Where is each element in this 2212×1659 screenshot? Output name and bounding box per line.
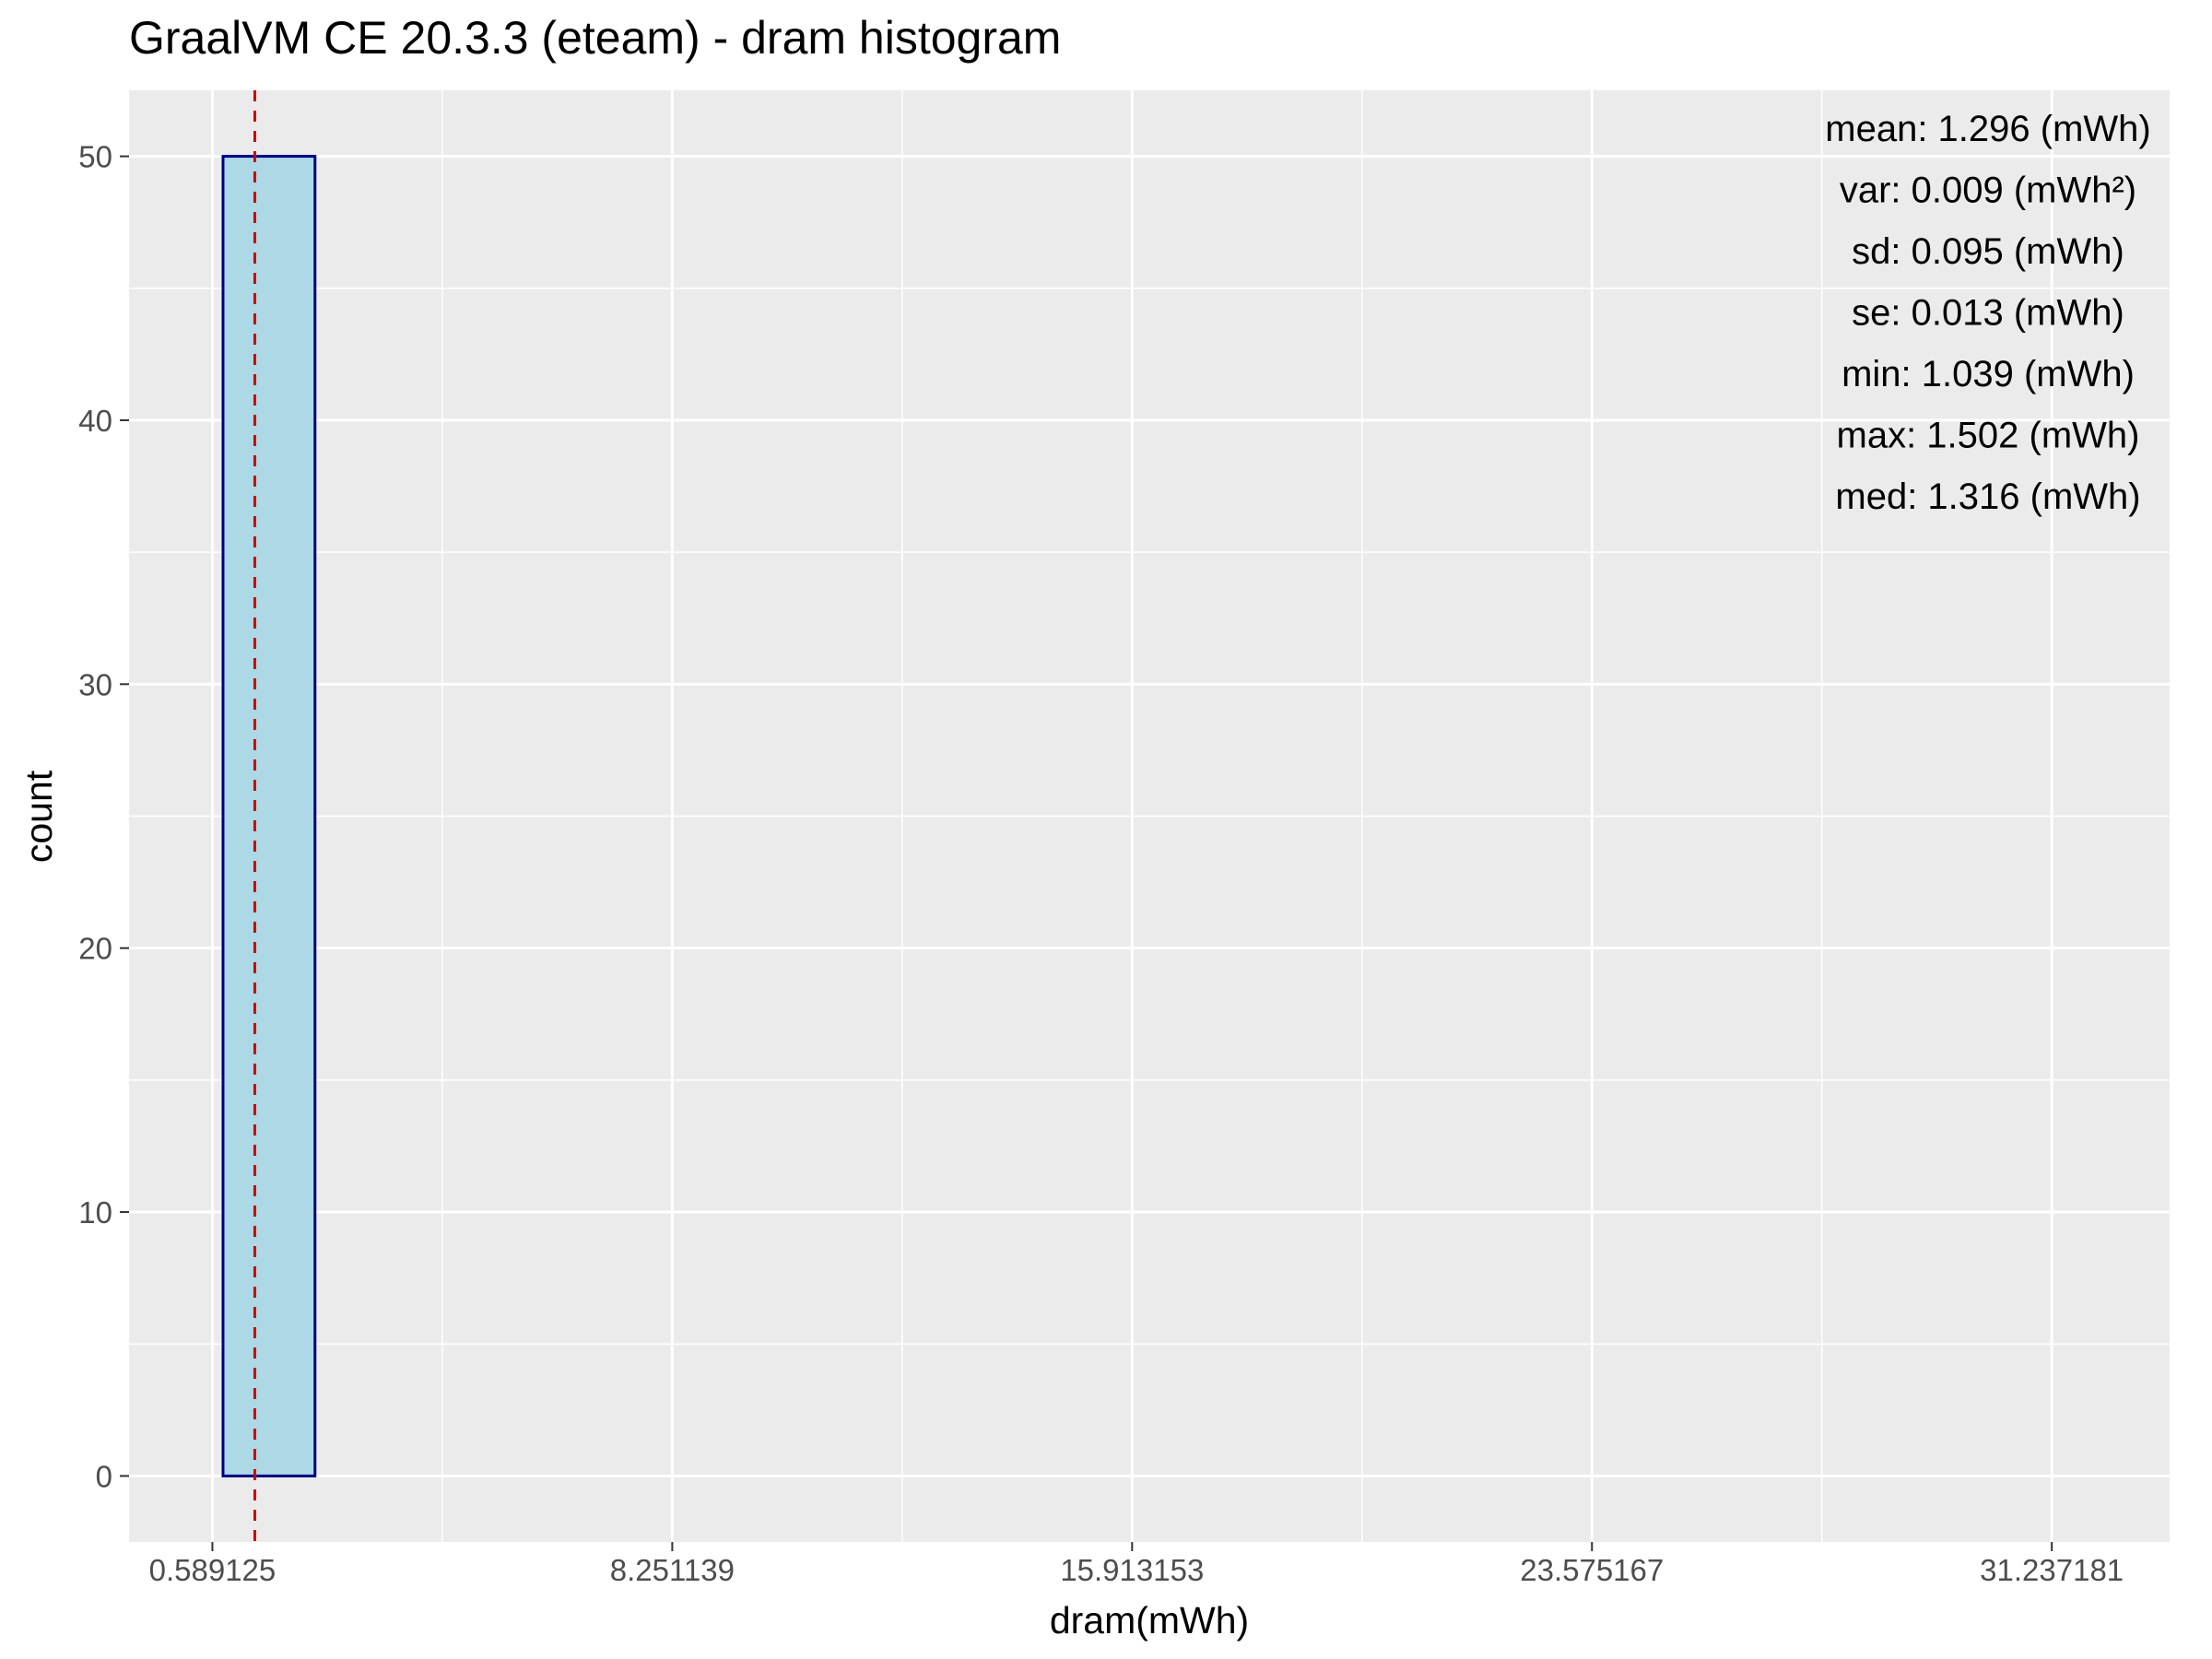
x-tick-label: 8.251139 [610, 1553, 735, 1587]
stat-line: sd: 0.095 (mWh) [1852, 231, 2124, 272]
y-axis-ticks: 0 10 20 30 40 50 [78, 140, 129, 1493]
x-axis-title: dram(mWh) [1050, 1599, 1249, 1641]
stat-line: mean: 1.296 (mWh) [1825, 109, 2150, 149]
y-tick-label: 0 [96, 1459, 112, 1493]
stat-line: se: 0.013 (mWh) [1852, 293, 2124, 334]
y-tick-label: 40 [78, 404, 112, 438]
x-tick-label: 23.575167 [1520, 1553, 1664, 1587]
stat-line: med: 1.316 (mWh) [1835, 477, 2140, 517]
y-tick-label: 20 [78, 932, 112, 966]
histogram-bars [221, 155, 317, 1477]
y-axis-title: count [18, 770, 60, 863]
x-tick-label: 0.589125 [149, 1553, 276, 1587]
histogram-bar-1 [221, 155, 317, 1477]
x-tick-label: 31.237181 [1980, 1553, 2124, 1587]
y-tick-label: 30 [78, 667, 112, 701]
stat-line: max: 1.502 (mWh) [1837, 416, 2140, 456]
stat-line: min: 1.039 (mWh) [1841, 354, 2135, 394]
stat-line: var: 0.009 (mWh²) [1840, 171, 2136, 211]
y-tick-label: 10 [78, 1195, 112, 1230]
x-axis-ticks: 0.589125 8.251139 15.913153 23.575167 31.237… [149, 1542, 2124, 1587]
stats-annotation: mean: 1.296 (mWh) var: 0.009 (mWh²) sd: 0.… [1825, 109, 2150, 517]
y-tick-label: 50 [78, 140, 112, 174]
chart-title: GraalVM CE 20.3.3 (eteam) - dram histogr… [129, 12, 1061, 64]
x-tick-label: 15.913153 [1060, 1553, 1204, 1587]
grid-lines [129, 90, 2170, 1542]
